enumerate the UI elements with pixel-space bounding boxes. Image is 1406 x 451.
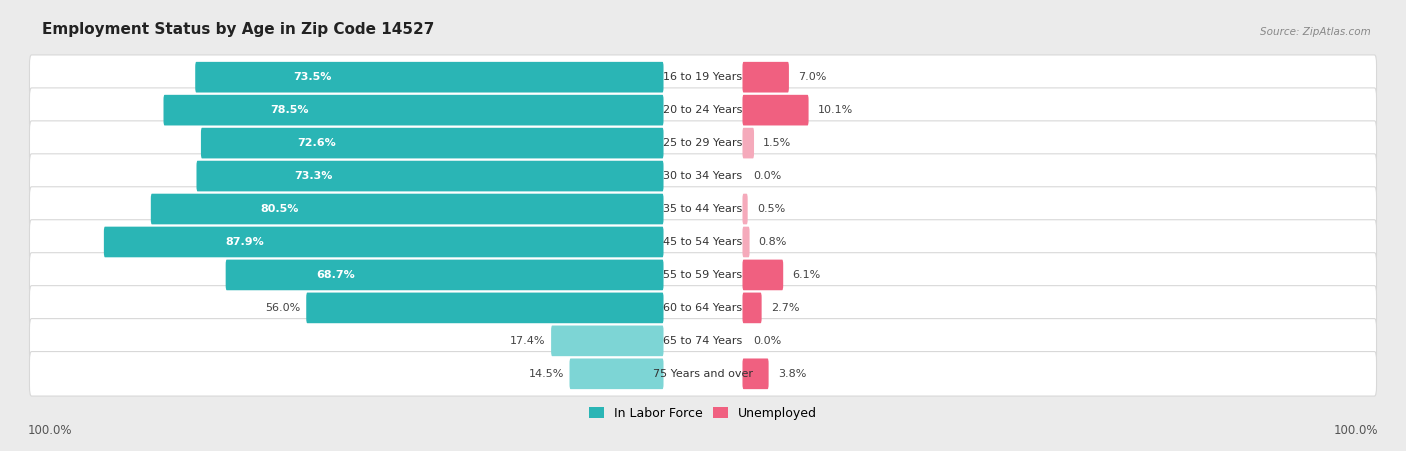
- Text: 0.0%: 0.0%: [754, 336, 782, 346]
- Text: 3.8%: 3.8%: [778, 369, 806, 379]
- Text: 35 to 44 Years: 35 to 44 Years: [664, 204, 742, 214]
- Text: 60 to 64 Years: 60 to 64 Years: [664, 303, 742, 313]
- Text: 14.5%: 14.5%: [529, 369, 564, 379]
- Text: 72.6%: 72.6%: [298, 138, 336, 148]
- Text: 0.8%: 0.8%: [759, 237, 787, 247]
- FancyBboxPatch shape: [307, 293, 664, 323]
- FancyBboxPatch shape: [30, 121, 1376, 166]
- FancyBboxPatch shape: [551, 326, 664, 356]
- Text: 0.0%: 0.0%: [754, 171, 782, 181]
- FancyBboxPatch shape: [742, 227, 749, 258]
- FancyBboxPatch shape: [742, 193, 748, 224]
- Text: 7.0%: 7.0%: [799, 72, 827, 82]
- FancyBboxPatch shape: [195, 62, 664, 92]
- FancyBboxPatch shape: [742, 260, 783, 290]
- Text: 6.1%: 6.1%: [793, 270, 821, 280]
- Text: 100.0%: 100.0%: [1333, 424, 1378, 437]
- Text: 1.5%: 1.5%: [763, 138, 792, 148]
- FancyBboxPatch shape: [30, 154, 1376, 198]
- Text: 10.1%: 10.1%: [818, 105, 853, 115]
- FancyBboxPatch shape: [197, 161, 664, 191]
- Text: 87.9%: 87.9%: [225, 237, 264, 247]
- Text: 0.5%: 0.5%: [756, 204, 785, 214]
- FancyBboxPatch shape: [226, 260, 664, 290]
- Text: 2.7%: 2.7%: [770, 303, 799, 313]
- FancyBboxPatch shape: [742, 95, 808, 125]
- Text: 30 to 34 Years: 30 to 34 Years: [664, 171, 742, 181]
- Text: 73.5%: 73.5%: [294, 72, 332, 82]
- FancyBboxPatch shape: [30, 187, 1376, 231]
- Text: 78.5%: 78.5%: [270, 105, 308, 115]
- Text: 55 to 59 Years: 55 to 59 Years: [664, 270, 742, 280]
- FancyBboxPatch shape: [742, 359, 769, 389]
- Text: 20 to 24 Years: 20 to 24 Years: [664, 105, 742, 115]
- FancyBboxPatch shape: [30, 285, 1376, 330]
- Text: 75 Years and over: 75 Years and over: [652, 369, 754, 379]
- FancyBboxPatch shape: [30, 253, 1376, 297]
- FancyBboxPatch shape: [742, 293, 762, 323]
- FancyBboxPatch shape: [742, 128, 754, 158]
- Text: 68.7%: 68.7%: [316, 270, 354, 280]
- Legend: In Labor Force, Unemployed: In Labor Force, Unemployed: [583, 402, 823, 425]
- FancyBboxPatch shape: [742, 62, 789, 92]
- FancyBboxPatch shape: [569, 359, 664, 389]
- FancyBboxPatch shape: [150, 193, 664, 224]
- FancyBboxPatch shape: [201, 128, 664, 158]
- FancyBboxPatch shape: [30, 352, 1376, 396]
- FancyBboxPatch shape: [30, 55, 1376, 99]
- Text: 16 to 19 Years: 16 to 19 Years: [664, 72, 742, 82]
- Text: Employment Status by Age in Zip Code 14527: Employment Status by Age in Zip Code 145…: [42, 22, 434, 37]
- Text: 73.3%: 73.3%: [295, 171, 333, 181]
- Text: 25 to 29 Years: 25 to 29 Years: [664, 138, 742, 148]
- Text: 100.0%: 100.0%: [28, 424, 73, 437]
- FancyBboxPatch shape: [163, 95, 664, 125]
- FancyBboxPatch shape: [30, 220, 1376, 264]
- FancyBboxPatch shape: [104, 227, 664, 258]
- Text: Source: ZipAtlas.com: Source: ZipAtlas.com: [1260, 27, 1371, 37]
- Text: 80.5%: 80.5%: [260, 204, 298, 214]
- Text: 45 to 54 Years: 45 to 54 Years: [664, 237, 742, 247]
- Text: 56.0%: 56.0%: [266, 303, 301, 313]
- Text: 65 to 74 Years: 65 to 74 Years: [664, 336, 742, 346]
- FancyBboxPatch shape: [30, 88, 1376, 133]
- FancyBboxPatch shape: [30, 318, 1376, 363]
- Text: 17.4%: 17.4%: [510, 336, 546, 346]
